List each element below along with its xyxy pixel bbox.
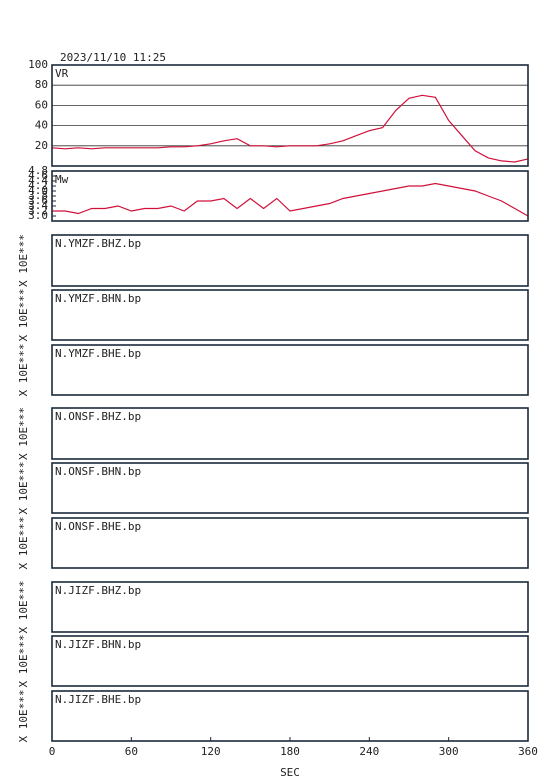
y-tick-label: 80 bbox=[35, 78, 48, 91]
panel-label: Mw bbox=[55, 173, 69, 186]
panel-frame bbox=[51, 581, 529, 633]
y-tick-label: 100 bbox=[28, 58, 48, 71]
x-tick-label: 60 bbox=[125, 745, 138, 758]
panel-frame bbox=[51, 462, 529, 514]
panel-label: N.YMZF.BHZ.bp bbox=[55, 237, 141, 250]
panel-frame bbox=[51, 517, 529, 569]
y-axis-label: X 10E*** bbox=[17, 462, 30, 515]
panel-label: N.YMZF.BHN.bp bbox=[55, 292, 141, 305]
y-tick-label: 4.6 bbox=[28, 169, 48, 182]
panel-frame bbox=[51, 344, 529, 396]
y-tick-label: 3.4 bbox=[28, 199, 48, 212]
panel-frame bbox=[51, 289, 529, 341]
panel-frame bbox=[51, 234, 529, 287]
panel-label: N.JIZF.BHN.bp bbox=[55, 638, 141, 651]
x-tick-label: 240 bbox=[359, 745, 379, 758]
panel-label: N.JIZF.BHZ.bp bbox=[55, 584, 141, 597]
y-tick-label: 20 bbox=[35, 139, 48, 152]
y-axis-label: X 10E*** bbox=[17, 234, 30, 287]
panel-label: N.ONSF.BHE.bp bbox=[55, 520, 141, 533]
y-tick-label: 40 bbox=[35, 119, 48, 132]
y-tick-label: 3.6 bbox=[28, 194, 48, 207]
y-tick-label: 3.8 bbox=[28, 189, 48, 202]
series-line bbox=[51, 94, 529, 163]
panel-label: N.ONSF.BHZ.bp bbox=[55, 410, 141, 423]
x-tick-label: 360 bbox=[518, 745, 538, 758]
x-tick-label: 180 bbox=[280, 745, 300, 758]
x-axis-label: SEC bbox=[280, 766, 300, 779]
panel-frame bbox=[51, 407, 529, 460]
y-tick-label: 4.4 bbox=[28, 174, 48, 187]
y-axis-label: X 10E*** bbox=[17, 581, 30, 634]
x-tick-label: 300 bbox=[439, 745, 459, 758]
y-tick-label: 4.2 bbox=[28, 179, 48, 192]
series-line bbox=[52, 182, 529, 217]
x-tick-label: 0 bbox=[49, 745, 56, 758]
y-axis-label: X 10E*** bbox=[17, 344, 30, 397]
y-tick-label: 4.0 bbox=[28, 184, 48, 197]
y-axis-label: X 10E*** bbox=[17, 517, 30, 570]
panel-frame bbox=[51, 170, 529, 222]
timestamp: 2023/11/10 11:25 bbox=[60, 51, 166, 64]
panel-label: VR bbox=[55, 67, 69, 80]
x-tick-label: 120 bbox=[201, 745, 221, 758]
panel-frame bbox=[51, 64, 529, 167]
panel-label: N.JIZF.BHE.bp bbox=[55, 693, 141, 706]
y-tick-label: 3.0 bbox=[28, 209, 48, 222]
panel-label: N.YMZF.BHE.bp bbox=[55, 347, 141, 360]
panel-frame bbox=[51, 635, 529, 687]
panel-label: N.ONSF.BHN.bp bbox=[55, 465, 141, 478]
y-axis-label: X 10E*** bbox=[17, 690, 30, 743]
y-axis-label: X 10E*** bbox=[17, 407, 30, 460]
y-axis-label: X 10E*** bbox=[17, 635, 30, 688]
y-axis-label: X 10E*** bbox=[17, 289, 30, 342]
y-tick-label: 60 bbox=[35, 98, 48, 111]
y-tick-label: 3.2 bbox=[28, 204, 48, 217]
y-tick-label: 4.8 bbox=[28, 164, 48, 177]
